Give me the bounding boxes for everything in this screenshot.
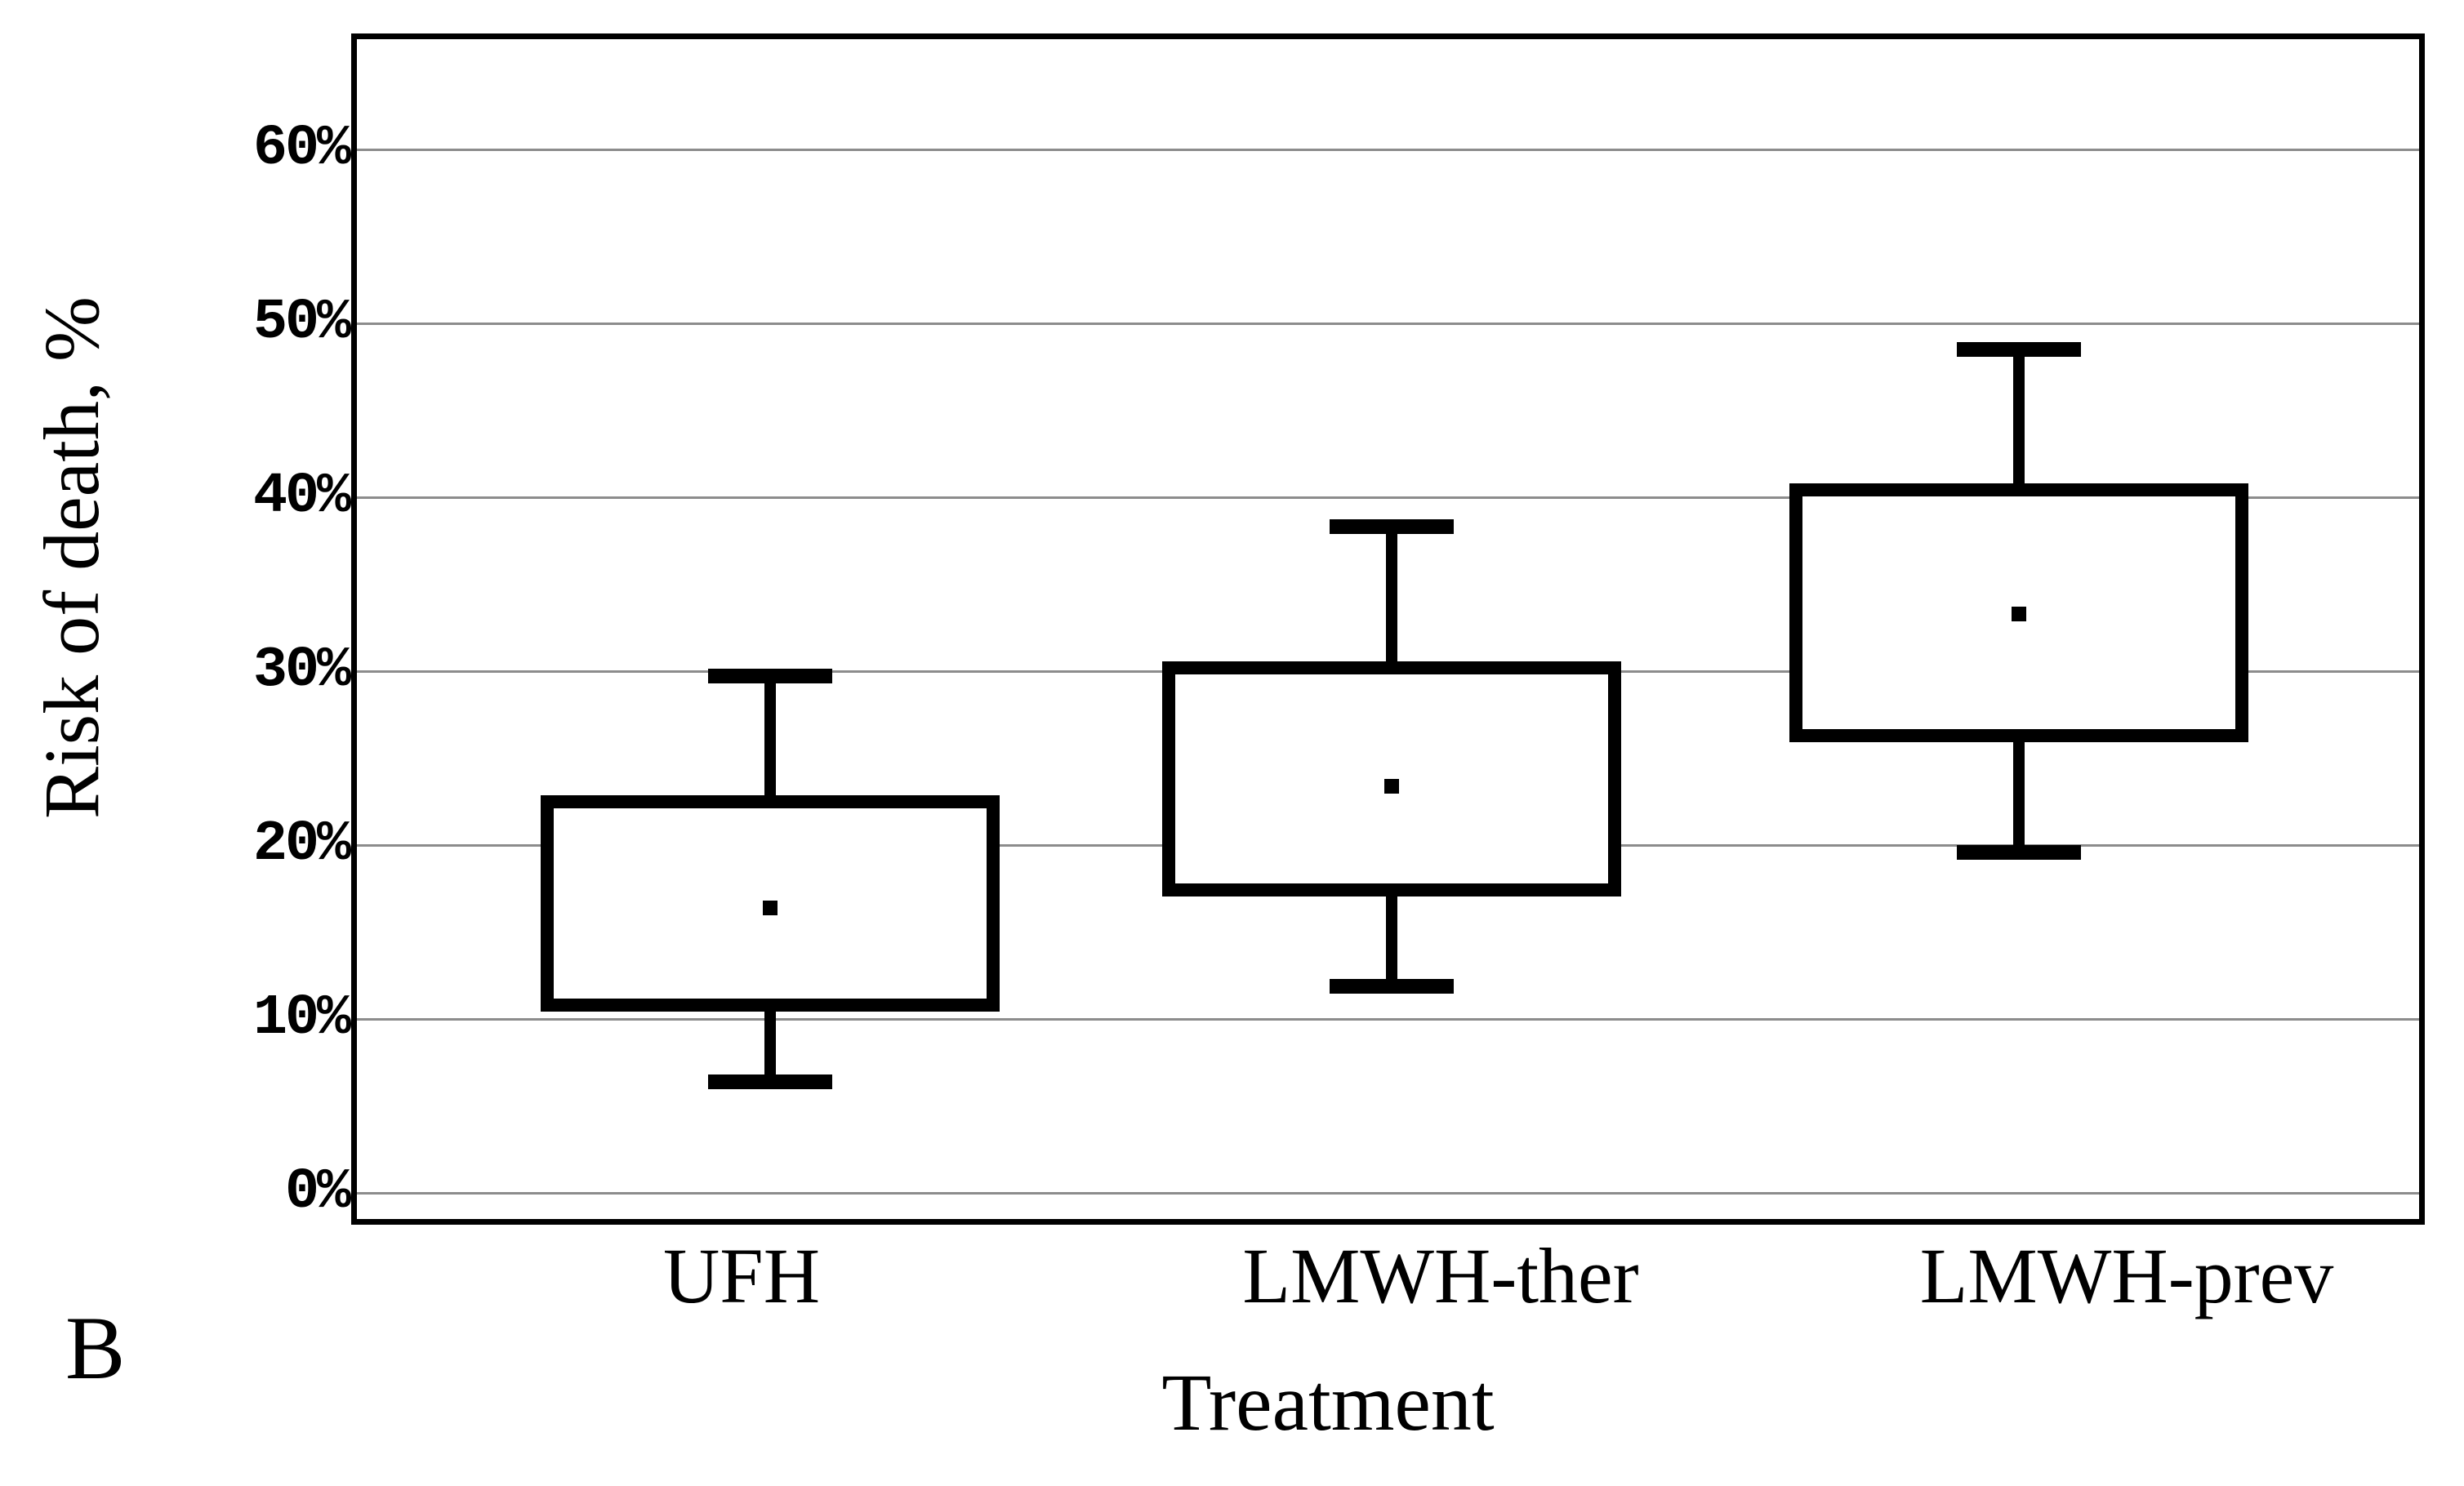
whisker-upper-LMWH-ther — [1386, 527, 1397, 668]
whisker-lower-LMWH-prev — [2013, 735, 2025, 852]
y-tick-label-40: 40% — [252, 465, 351, 529]
whisker-cap-min-UFH — [708, 1074, 832, 1089]
whisker-cap-min-LMWH-ther — [1330, 978, 1454, 994]
y-tick-label-10: 10% — [252, 986, 351, 1051]
whisker-cap-max-LMWH-ther — [1330, 519, 1454, 535]
y-tick-label-30: 30% — [252, 638, 351, 703]
gridline-40 — [357, 496, 2419, 499]
whisker-lower-LMWH-ther — [1386, 890, 1397, 986]
y-tick-label-50: 50% — [252, 291, 351, 355]
whisker-lower-UFH — [764, 1004, 776, 1082]
plot-area — [351, 33, 2425, 1225]
whisker-upper-LMWH-prev — [2013, 349, 2025, 491]
mean-marker-LMWH-prev — [2012, 606, 2026, 621]
y-tick-label-60: 60% — [252, 117, 351, 181]
y-tick-label-0: 0% — [284, 1160, 351, 1225]
x-category-label-LMWH-prev: LMWH-prev — [1919, 1232, 2334, 1319]
whisker-cap-max-LMWH-prev — [1957, 341, 2081, 357]
y-tick-label-20: 20% — [252, 812, 351, 877]
gridline-50 — [357, 323, 2419, 325]
x-category-label-UFH: UFH — [662, 1232, 821, 1319]
whisker-upper-UFH — [764, 676, 776, 802]
whisker-cap-min-LMWH-prev — [1957, 844, 2081, 860]
whisker-cap-max-UFH — [708, 669, 832, 684]
gridline-60 — [357, 149, 2419, 151]
gridline-0 — [357, 1192, 2419, 1195]
gridline-10 — [357, 1018, 2419, 1021]
mean-marker-UFH — [763, 900, 778, 915]
x-category-label-LMWH-ther: LMWH-ther — [1242, 1232, 1639, 1319]
panel-label: B — [65, 1298, 126, 1398]
mean-marker-LMWH-ther — [1384, 778, 1399, 794]
x-axis-title: Treatment — [1161, 1357, 1495, 1448]
